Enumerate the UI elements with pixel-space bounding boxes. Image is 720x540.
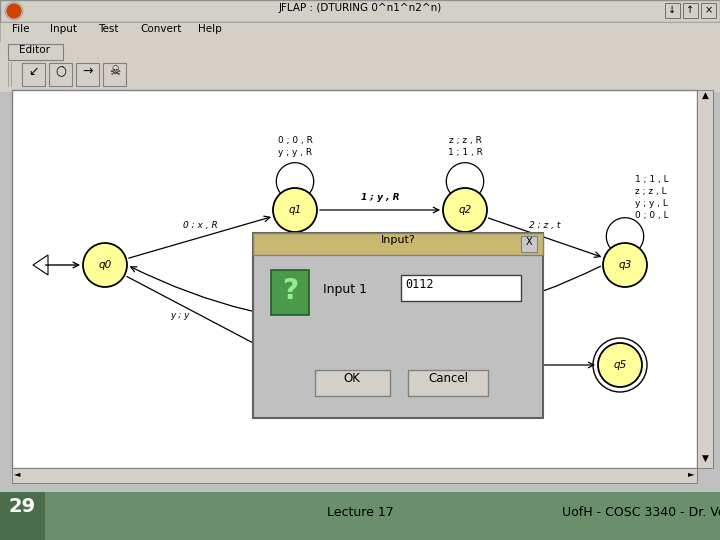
Text: q1: q1 (289, 205, 302, 215)
FancyBboxPatch shape (408, 370, 488, 396)
Text: 0112: 0112 (405, 278, 433, 291)
Text: y ; y , R: y ; y , R (278, 148, 312, 157)
Text: □ ; □ , L: □ ; □ , L (438, 348, 477, 357)
Text: 1 ; 1 , L: 1 ; 1 , L (635, 175, 669, 184)
FancyBboxPatch shape (103, 63, 126, 86)
Text: ▲: ▲ (701, 91, 708, 100)
Text: Input?: Input? (381, 235, 415, 245)
Circle shape (5, 2, 23, 20)
Circle shape (273, 188, 317, 232)
Text: 0 ; 0 , L: 0 ; 0 , L (635, 211, 669, 220)
Text: ►: ► (688, 469, 694, 478)
Text: 2 ; z , t: 2 ; z , t (529, 221, 561, 230)
FancyBboxPatch shape (253, 233, 543, 418)
Text: 1 ; 1 , R: 1 ; 1 , R (448, 148, 482, 157)
Text: ?: ? (282, 277, 298, 305)
Text: z ; z , L: z ; z , L (635, 187, 667, 196)
Text: q5: q5 (613, 360, 626, 370)
Text: JFLAP : (DTURING 0^n1^n2^n): JFLAP : (DTURING 0^n1^n2^n) (279, 3, 441, 13)
Text: ☠: ☠ (109, 65, 120, 78)
FancyBboxPatch shape (665, 3, 680, 18)
FancyBboxPatch shape (49, 63, 72, 86)
Circle shape (83, 243, 127, 287)
Text: ↑: ↑ (686, 5, 695, 15)
FancyBboxPatch shape (0, 0, 720, 22)
Text: →: → (82, 65, 93, 78)
Text: Lecture 17: Lecture 17 (327, 506, 393, 519)
Text: Input 1: Input 1 (323, 283, 367, 296)
FancyBboxPatch shape (0, 42, 720, 60)
FancyBboxPatch shape (697, 90, 713, 468)
FancyBboxPatch shape (0, 492, 720, 540)
Circle shape (603, 243, 647, 287)
Text: Help: Help (198, 24, 222, 34)
Text: y ; y: y ; y (355, 335, 374, 344)
Text: UofH - COSC 3340 - Dr. Verma: UofH - COSC 3340 - Dr. Verma (562, 506, 720, 519)
Text: 0 ; x , R: 0 ; x , R (183, 221, 217, 230)
FancyBboxPatch shape (8, 44, 63, 60)
Text: Editor: Editor (19, 45, 50, 55)
Text: y ; y , L: y ; y , L (635, 199, 668, 208)
Circle shape (443, 188, 487, 232)
Text: y ; y: y ; y (170, 310, 190, 320)
Text: ×: × (704, 5, 713, 15)
FancyBboxPatch shape (701, 3, 716, 18)
Text: 29: 29 (9, 497, 35, 516)
FancyBboxPatch shape (0, 60, 720, 92)
Text: z ; z , R: z ; z , R (449, 136, 482, 145)
Text: X: X (526, 237, 532, 247)
Circle shape (7, 4, 21, 18)
Text: Convert: Convert (140, 24, 181, 34)
Text: ↙: ↙ (28, 65, 39, 78)
FancyBboxPatch shape (521, 236, 537, 252)
FancyBboxPatch shape (315, 370, 390, 396)
Text: ○̇: ○̇ (55, 65, 66, 78)
Text: 1 ; y , R: 1 ; y , R (361, 193, 400, 202)
Text: ◄: ◄ (14, 469, 20, 478)
Text: ↓: ↓ (668, 5, 677, 15)
FancyBboxPatch shape (683, 3, 698, 18)
Text: Test: Test (98, 24, 119, 34)
FancyBboxPatch shape (12, 90, 697, 468)
FancyBboxPatch shape (271, 270, 309, 315)
FancyBboxPatch shape (76, 63, 99, 86)
Text: ▼: ▼ (701, 454, 708, 463)
Text: q3: q3 (618, 260, 631, 270)
Text: File: File (12, 24, 30, 34)
Text: q2: q2 (459, 205, 472, 215)
FancyBboxPatch shape (253, 233, 543, 255)
FancyBboxPatch shape (12, 468, 697, 483)
Text: 0 ; 0 , R: 0 ; 0 , R (278, 136, 312, 145)
FancyBboxPatch shape (22, 63, 45, 86)
Text: Input: Input (50, 24, 77, 34)
Circle shape (273, 343, 317, 387)
Text: Cancel: Cancel (428, 372, 468, 385)
Text: OK: OK (343, 372, 361, 385)
FancyBboxPatch shape (0, 492, 45, 540)
Circle shape (598, 343, 642, 387)
Polygon shape (33, 255, 48, 275)
FancyBboxPatch shape (0, 22, 720, 42)
Text: q4: q4 (289, 360, 302, 370)
FancyBboxPatch shape (401, 275, 521, 301)
Text: q0: q0 (99, 260, 112, 270)
